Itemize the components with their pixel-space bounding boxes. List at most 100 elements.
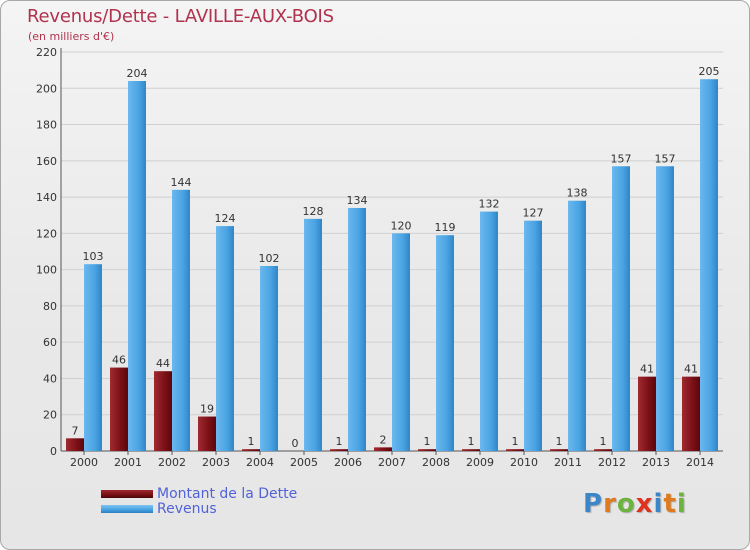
y-tick-label: 120 bbox=[36, 227, 57, 240]
data-label-debt: 1 bbox=[424, 435, 431, 448]
data-label-debt: 19 bbox=[200, 403, 214, 416]
x-tick-label: 2009 bbox=[466, 456, 494, 469]
data-label-debt: 41 bbox=[684, 363, 698, 376]
x-tick-label: 2000 bbox=[70, 456, 98, 469]
bar-revenue bbox=[304, 218, 322, 451]
data-label-debt: 1 bbox=[556, 435, 563, 448]
bar-revenue bbox=[216, 226, 234, 451]
data-label-debt: 1 bbox=[336, 435, 343, 448]
data-label-debt: 1 bbox=[468, 435, 475, 448]
x-tick-label: 2013 bbox=[642, 456, 670, 469]
data-label-revenue: 134 bbox=[347, 194, 368, 207]
y-tick-label: 20 bbox=[43, 409, 57, 422]
x-tick-label: 2003 bbox=[202, 456, 230, 469]
y-tick-label: 140 bbox=[36, 191, 57, 204]
x-tick-label: 2001 bbox=[114, 456, 142, 469]
bar-debt bbox=[374, 447, 392, 451]
legend-swatch-debt bbox=[101, 490, 153, 498]
bar-debt bbox=[154, 371, 172, 451]
data-label-debt: 1 bbox=[600, 435, 607, 448]
y-tick-label: 220 bbox=[36, 46, 57, 59]
data-label-revenue: 128 bbox=[303, 205, 324, 218]
bar-revenue bbox=[260, 266, 278, 451]
data-label-debt: 0 bbox=[292, 437, 299, 450]
data-label-revenue: 157 bbox=[655, 152, 676, 165]
legend-label-revenue: Revenus bbox=[157, 501, 217, 517]
x-tick-label: 2012 bbox=[598, 456, 626, 469]
bar-revenue bbox=[700, 79, 718, 452]
data-label-revenue: 144 bbox=[171, 176, 192, 189]
bar-debt bbox=[594, 449, 612, 451]
bar-revenue bbox=[348, 207, 366, 451]
bar-revenue bbox=[436, 235, 454, 451]
x-tick-label: 2005 bbox=[290, 456, 318, 469]
data-label-debt: 44 bbox=[156, 357, 170, 370]
y-tick-label: 40 bbox=[43, 372, 57, 385]
data-label-revenue: 102 bbox=[259, 252, 280, 265]
bar-revenue bbox=[568, 200, 586, 451]
y-tick-label: 80 bbox=[43, 300, 57, 313]
bar-debt bbox=[462, 449, 480, 451]
brand-logo: Proxiti bbox=[583, 489, 687, 519]
x-tick-label: 2006 bbox=[334, 456, 362, 469]
bar-debt bbox=[330, 449, 348, 451]
x-tick-label: 2011 bbox=[554, 456, 582, 469]
bar-debt bbox=[418, 449, 436, 451]
y-tick-label: 180 bbox=[36, 119, 57, 132]
x-tick-label: 2014 bbox=[686, 456, 714, 469]
data-label-revenue: 138 bbox=[567, 187, 588, 200]
brand-logo-letter: x bbox=[635, 489, 654, 519]
bar-debt bbox=[682, 376, 700, 451]
brand-logo-letter: i bbox=[653, 489, 664, 519]
data-label-debt: 1 bbox=[512, 435, 519, 448]
data-label-debt: 7 bbox=[72, 424, 79, 437]
data-label-revenue: 204 bbox=[127, 67, 148, 80]
data-label-debt: 1 bbox=[248, 435, 255, 448]
bar-revenue bbox=[480, 211, 498, 451]
brand-logo-letter: t bbox=[663, 489, 677, 519]
data-label-revenue: 127 bbox=[523, 207, 544, 220]
brand-logo-letter: P bbox=[583, 489, 604, 519]
chart-subtitle: (en milliers d'€) bbox=[28, 30, 115, 43]
bar-debt bbox=[506, 449, 524, 451]
y-tick-label: 160 bbox=[36, 155, 57, 168]
data-label-revenue: 205 bbox=[699, 65, 720, 78]
data-label-revenue: 124 bbox=[215, 212, 236, 225]
chart-title: Revenus/Dette - LAVILLE-AUX-BOIS bbox=[27, 6, 334, 27]
bar-debt bbox=[638, 376, 656, 451]
x-tick-label: 2002 bbox=[158, 456, 186, 469]
y-tick-label: 60 bbox=[43, 336, 57, 349]
x-tick-label: 2010 bbox=[510, 456, 538, 469]
x-tick-label: 2004 bbox=[246, 456, 274, 469]
y-tick-label: 0 bbox=[50, 445, 57, 458]
legend-label-debt: Montant de la Dette bbox=[157, 486, 298, 502]
bar-revenue bbox=[84, 264, 102, 451]
x-tick-label: 2008 bbox=[422, 456, 450, 469]
bar-debt bbox=[110, 367, 128, 451]
data-label-revenue: 120 bbox=[391, 219, 412, 232]
data-label-revenue: 119 bbox=[435, 221, 456, 234]
bar-revenue bbox=[392, 233, 410, 451]
y-tick-label: 200 bbox=[36, 82, 57, 95]
y-tick-label: 100 bbox=[36, 264, 57, 277]
brand-logo-letter: r bbox=[603, 489, 617, 519]
bar-revenue bbox=[612, 166, 630, 451]
bar-revenue bbox=[172, 189, 190, 451]
bar-debt bbox=[198, 416, 216, 451]
bar-debt bbox=[66, 438, 84, 451]
data-label-revenue: 157 bbox=[611, 152, 632, 165]
legend-swatch-revenue bbox=[101, 505, 153, 513]
data-label-debt: 41 bbox=[640, 363, 654, 376]
x-tick-label: 2007 bbox=[378, 456, 406, 469]
bar-debt bbox=[550, 449, 568, 451]
brand-logo-letter: o bbox=[616, 489, 636, 519]
data-label-revenue: 132 bbox=[479, 198, 500, 211]
bar-debt bbox=[242, 449, 260, 451]
bar-revenue bbox=[524, 220, 542, 451]
data-label-revenue: 103 bbox=[83, 250, 104, 263]
data-label-debt: 46 bbox=[112, 354, 126, 367]
bar-revenue bbox=[128, 81, 146, 451]
data-label-debt: 2 bbox=[380, 433, 387, 446]
